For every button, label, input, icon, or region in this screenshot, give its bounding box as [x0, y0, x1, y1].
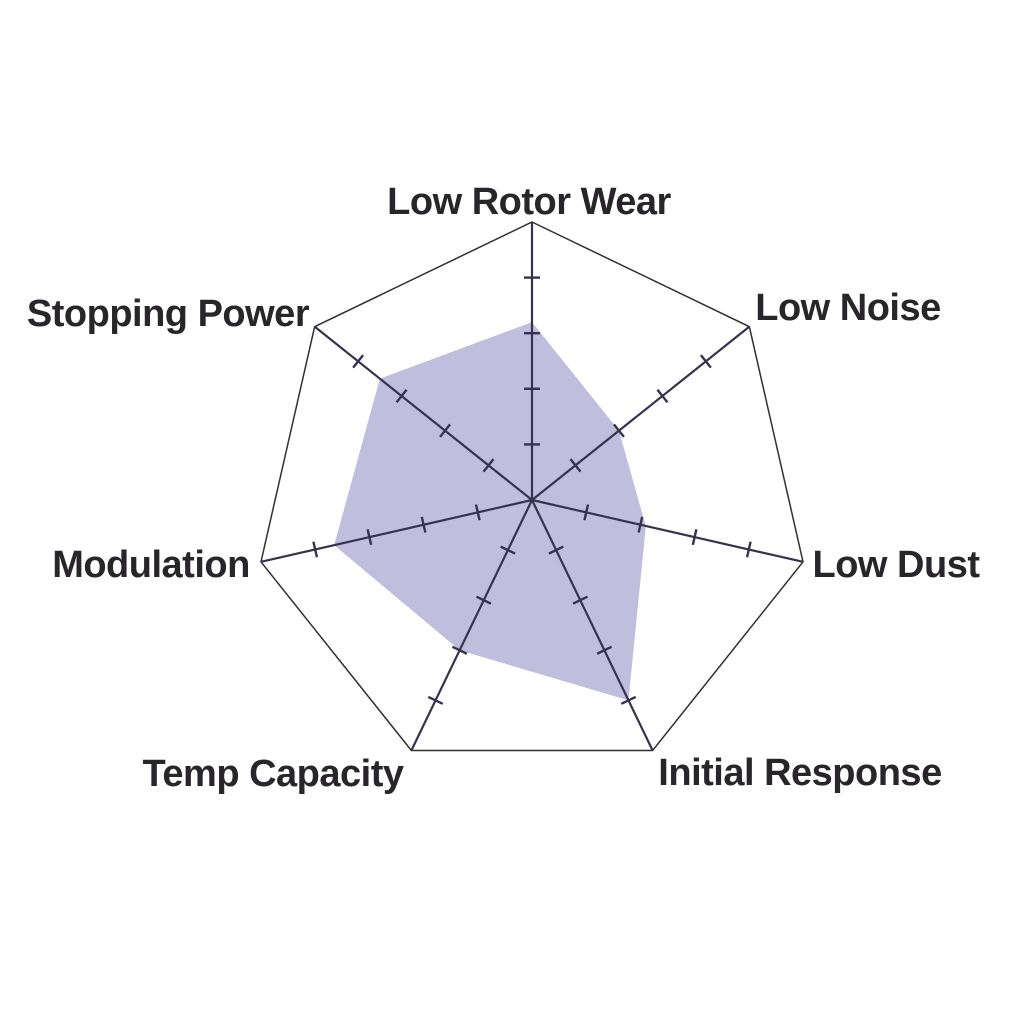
axis-tick-modulation-1 — [474, 504, 481, 521]
axis-tick-low-dust-1 — [583, 504, 590, 521]
axis-tick-low-dust-4 — [745, 541, 752, 558]
axis-label-low-dust: Low Dust — [813, 544, 981, 586]
axis-label-initial-response: Initial Response — [658, 752, 941, 794]
axis-tick-low-noise-1 — [569, 458, 582, 473]
axis-label-stopping-power: Stopping Power — [27, 293, 310, 335]
axis-tick-low-dust-2 — [637, 516, 644, 533]
axis-tick-temp-capacity-2 — [476, 595, 492, 605]
radar-grid-outline — [260, 221, 804, 752]
axis-label-low-noise: Low Noise — [755, 287, 941, 329]
radar-data-polygon — [334, 322, 646, 701]
axis-line-initial-response — [531, 499, 654, 751]
axis-tick-modulation-4 — [312, 541, 319, 558]
axis-line-stopping-power — [313, 325, 533, 501]
axis-tick-temp-capacity-3 — [451, 645, 468, 655]
axis-tick-initial-response-2 — [572, 595, 588, 605]
axis-tick-low-dust-3 — [691, 529, 698, 546]
axis-tick-low-noise-3 — [656, 388, 669, 404]
axis-tick-initial-response-3 — [596, 645, 613, 655]
axis-line-modulation — [260, 498, 533, 563]
axis-tick-stopping-power-2 — [439, 423, 451, 438]
axis-line-temp-capacity — [410, 499, 533, 751]
axis-tick-low-noise-2 — [613, 423, 625, 438]
axis-tick-stopping-power-1 — [482, 458, 495, 473]
axis-line-low-noise — [531, 325, 751, 501]
axis-tick-temp-capacity-4 — [427, 695, 444, 705]
axis-tick-modulation-2 — [420, 516, 427, 533]
axis-tick-initial-response-4 — [620, 695, 637, 705]
axis-tick-stopping-power-3 — [395, 388, 408, 404]
axis-tick-stopping-power-4 — [352, 354, 365, 369]
axis-label-modulation: Modulation — [52, 544, 250, 586]
axis-tick-low-noise-4 — [699, 354, 712, 369]
axis-line-low-dust — [531, 498, 804, 563]
axis-label-low-rotor-wear: Low Rotor Wear — [387, 181, 671, 223]
axis-tick-initial-response-1 — [548, 545, 564, 555]
axis-label-temp-capacity: Temp Capacity — [143, 753, 404, 795]
axis-tick-modulation-3 — [366, 529, 373, 546]
axis-tick-temp-capacity-1 — [500, 545, 516, 555]
